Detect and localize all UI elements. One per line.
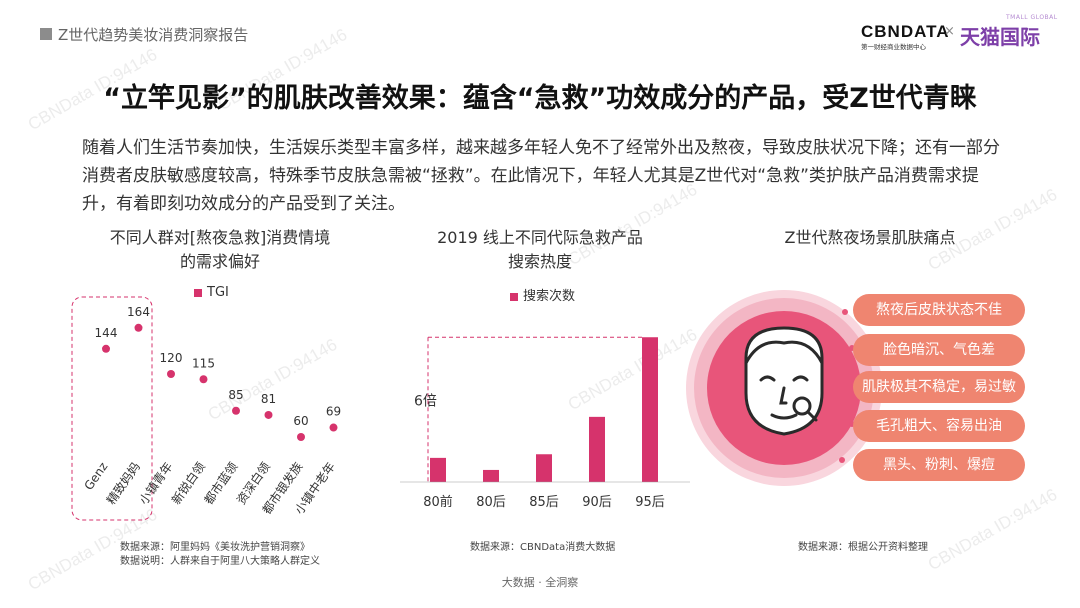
legend-label: TGI: [207, 285, 229, 300]
annotation-label: 6倍: [414, 394, 437, 410]
watermark: CBNData ID:94146: [924, 484, 1061, 575]
pain-point-pill: 肌肤极其不稳定，易过敏: [853, 371, 1025, 403]
search-bar: [483, 469, 499, 482]
tgi-value-label: 115: [192, 356, 215, 370]
report-title: Z世代趋势美妆消费洞察报告: [58, 26, 249, 44]
tgi-point: [297, 433, 305, 441]
magnifier-icon: [792, 396, 818, 422]
chart1-source-line1: 数据来源：阿里妈妈《美妆洗护营销洞察》: [120, 542, 310, 553]
chart2-legend: 搜索次数: [510, 285, 575, 304]
legend-swatch: [194, 288, 202, 297]
search-bar: [430, 457, 446, 482]
category-tick-label: 80后: [476, 495, 506, 510]
chart2-bars: 6倍 80前 80后 85后 90后 95后: [400, 336, 690, 510]
tmall-global-logo: 天猫国际: [960, 25, 1040, 49]
chart1-source-line2: 数据说明：人群来自于阿里八大策略人群定义: [120, 556, 320, 567]
tgi-value-label: 144: [95, 326, 118, 340]
category-tick-label: 80前: [423, 494, 453, 510]
tgi-point: [134, 323, 143, 332]
chart2-title: 2019 线上不同代际急救产品 搜索热度: [395, 226, 685, 274]
cbndata-logo: CBNDATA: [861, 22, 950, 41]
face-circle-graphic: [686, 290, 882, 486]
chart1-legend: TGI: [194, 285, 229, 300]
tgi-value-label: 60: [293, 414, 308, 428]
cbndata-logo-subtitle: 第一财经商业数据中心: [861, 43, 926, 51]
chart2-title-line1: 2019 线上不同代际急救产品: [437, 228, 643, 247]
header-marker: [40, 28, 52, 40]
category-tick-label: 90后: [582, 495, 612, 510]
chart1-source: 数据来源：阿里妈妈《美妆洗护营销洞察》 数据说明：人群来自于阿里八大策略人群定义: [120, 541, 320, 569]
chart2-source: 数据来源：CBNData消费大数据: [470, 542, 616, 553]
logo-separator: ×: [944, 24, 955, 39]
tgi-value-label: 120: [160, 351, 183, 365]
body-paragraph: 随着人们生活节奏加快，生活娱乐类型丰富多样，越来越多年轻人免不了经常外出及熬夜，…: [82, 138, 1000, 214]
chart1-title-line1: 不同人群对[熬夜急救]消费情境: [109, 228, 331, 247]
tgi-value-label: 164: [127, 305, 150, 319]
search-bar: [642, 337, 658, 482]
chart3-title: Z世代熬夜场景肌肤痛点: [784, 228, 956, 247]
tgi-point: [167, 370, 175, 378]
chart1-scatter: 144Genz164精致妈妈120小镇青年115新锐白领85都市蓝领81资深白领…: [71, 296, 341, 521]
search-bar: [536, 454, 552, 482]
footer-tagline: 大数据 · 全洞察: [501, 576, 579, 589]
legend-label: 搜索次数: [523, 289, 576, 304]
pain-connectors: [839, 309, 857, 463]
search-bar: [589, 416, 605, 482]
pain-point-pill: 熬夜后皮肤状态不佳: [853, 294, 1025, 326]
tgi-point: [329, 423, 338, 432]
category-tick-label: 95后: [635, 495, 665, 510]
headline: “立竿见影”的肌肤改善效果：蕴含“急救”功效成分的产品，受Z世代青睐: [103, 83, 977, 114]
chart3-source: 数据来源：根据公开资料整理: [798, 542, 928, 553]
tgi-point: [102, 344, 110, 353]
tmall-global-logo-small: TMALL GLOBAL: [1006, 14, 1058, 21]
pain-point-pill: 黑头、粉刺、爆痘: [853, 449, 1025, 481]
chart1-title: 不同人群对[熬夜急救]消费情境 的需求偏好: [60, 226, 380, 274]
tgi-point: [264, 410, 273, 419]
chart2-title-line2: 搜索热度: [507, 252, 572, 271]
category-tick-label: 85后: [529, 495, 559, 510]
legend-swatch: [510, 292, 518, 301]
tgi-value-label: 85: [228, 388, 243, 402]
tgi-point: [199, 375, 208, 384]
highlight-box: [71, 296, 153, 521]
category-tick-label: Genz: [81, 460, 110, 493]
pain-point-pill: 脸色暗沉、气色差: [853, 334, 1025, 366]
tgi-value-label: 69: [326, 405, 341, 419]
chart1-title-line2: 的需求偏好: [179, 252, 260, 271]
tgi-point: [232, 406, 240, 415]
tgi-value-label: 81: [261, 392, 276, 406]
pain-point-pill: 毛孔粗大、容易出油: [853, 410, 1025, 442]
